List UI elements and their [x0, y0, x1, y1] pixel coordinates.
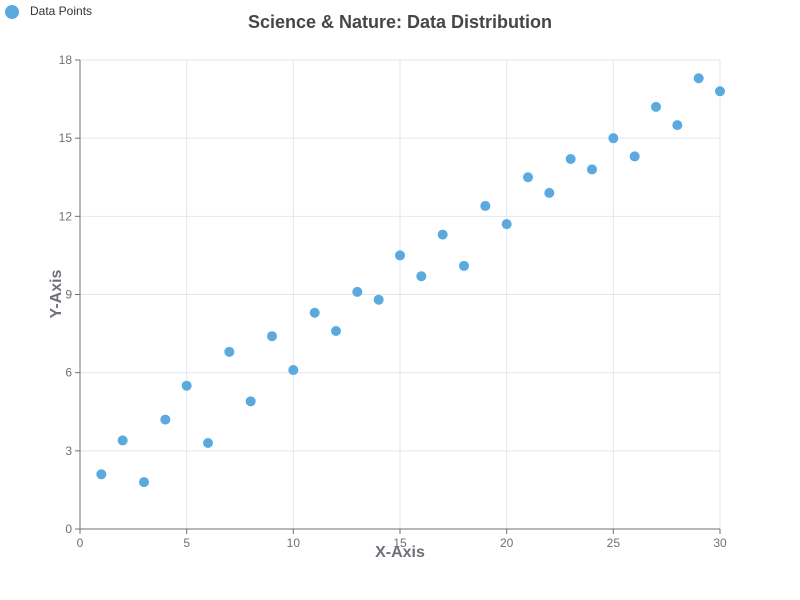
- data-point[interactable]: [139, 477, 149, 488]
- chart-title: Science & Nature: Data Distribution: [248, 12, 552, 32]
- data-point[interactable]: [544, 187, 555, 198]
- data-point[interactable]: [608, 133, 619, 144]
- x-tick-label: 15: [393, 536, 407, 550]
- data-point[interactable]: [629, 151, 640, 162]
- data-point[interactable]: [501, 219, 512, 230]
- data-point[interactable]: [331, 325, 341, 336]
- grid: [80, 59, 721, 529]
- legend-label: Data Points: [30, 4, 92, 18]
- data-point[interactable]: [373, 294, 384, 305]
- data-point[interactable]: [309, 307, 320, 318]
- data-point[interactable]: [715, 86, 725, 97]
- data-point[interactable]: [672, 120, 683, 131]
- data-point[interactable]: [181, 380, 192, 391]
- data-points: [96, 73, 725, 488]
- tick-labels: 0 3 6 9 12 15 18 0 5 10 15 20 25 30: [59, 53, 727, 550]
- y-tick-label: 9: [65, 288, 72, 302]
- x-tick-label: 0: [77, 536, 84, 550]
- data-point[interactable]: [416, 271, 427, 282]
- data-point[interactable]: [523, 172, 533, 183]
- data-point[interactable]: [224, 346, 235, 357]
- data-point[interactable]: [117, 435, 128, 446]
- data-point[interactable]: [288, 365, 299, 376]
- data-point[interactable]: [437, 229, 448, 240]
- data-point[interactable]: [395, 250, 405, 261]
- y-tick-label: 3: [65, 444, 72, 458]
- data-point[interactable]: [565, 154, 576, 165]
- x-tick-label: 25: [607, 536, 621, 550]
- data-point[interactable]: [459, 260, 469, 271]
- x-tick-label: 30: [713, 536, 727, 550]
- axes: [75, 59, 721, 534]
- data-point[interactable]: [693, 73, 704, 84]
- x-tick-label: 5: [183, 536, 190, 550]
- data-point[interactable]: [245, 396, 256, 407]
- data-point[interactable]: [651, 101, 661, 112]
- data-point[interactable]: [203, 438, 213, 449]
- data-point[interactable]: [480, 200, 491, 211]
- y-tick-label: 18: [59, 53, 73, 67]
- x-tick-label: 20: [500, 536, 514, 550]
- y-axis-title: Y-Axis: [48, 269, 65, 318]
- y-tick-label: 6: [65, 366, 72, 380]
- legend[interactable]: Data Points: [5, 4, 92, 19]
- y-tick-label: 12: [59, 209, 73, 223]
- y-tick-label: 0: [65, 522, 72, 536]
- legend-marker: [5, 5, 19, 19]
- data-point[interactable]: [587, 164, 597, 175]
- data-point[interactable]: [352, 286, 363, 297]
- x-axis-title: X-Axis: [375, 544, 425, 561]
- data-point[interactable]: [267, 331, 277, 342]
- y-tick-label: 15: [59, 131, 73, 145]
- x-tick-label: 10: [287, 536, 301, 550]
- data-point[interactable]: [96, 469, 107, 480]
- data-point[interactable]: [160, 414, 171, 425]
